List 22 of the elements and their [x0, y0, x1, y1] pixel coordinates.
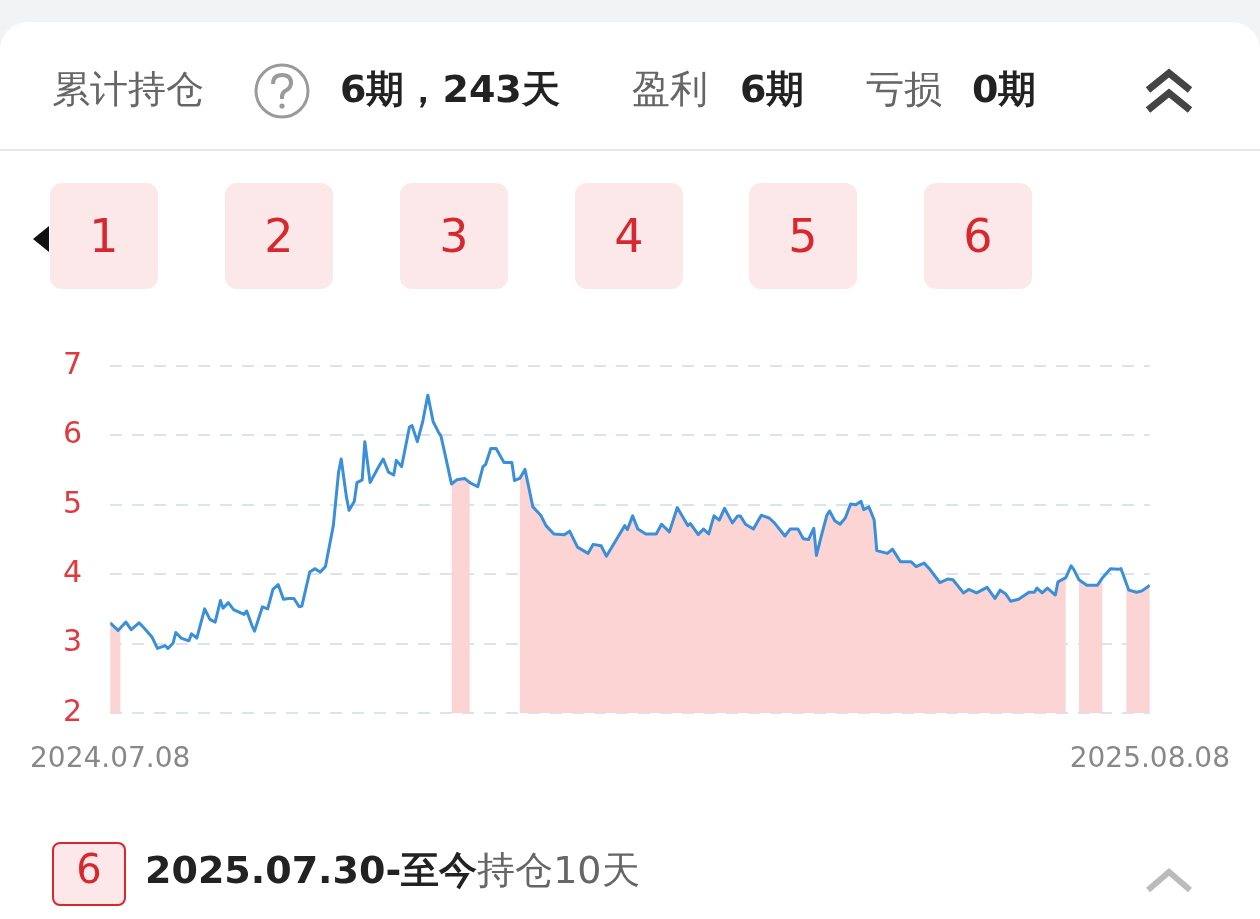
text: 5 [749, 183, 857, 289]
text: 盈利 [632, 67, 708, 111]
text: 2 [225, 183, 333, 289]
y-tick-label: 5 [63, 484, 83, 520]
y-tick-label: 6 [63, 415, 83, 451]
text: 4 [575, 183, 683, 289]
text: 0期 [972, 67, 1037, 111]
y-tick-label: 4 [63, 554, 83, 589]
text: 亏损 [866, 67, 942, 111]
y-tick-label: 2 [63, 692, 83, 728]
text: 6期 [740, 67, 805, 111]
text: 1 [50, 183, 158, 289]
text: 6期，243天 [340, 67, 560, 111]
x-tick-label: 2024.07.08 [29, 741, 191, 775]
text: 持仓10天 [477, 848, 640, 892]
x-tick-label: 2025.08.08 [1069, 741, 1231, 775]
y-tick-label: 7 [63, 345, 83, 381]
text: 6 [924, 183, 1032, 289]
text: 3 [400, 183, 508, 289]
y-tick-label: 3 [63, 623, 83, 659]
text: 累计持仓 [52, 67, 204, 111]
text: 2025.07.30-至今 [145, 848, 478, 892]
